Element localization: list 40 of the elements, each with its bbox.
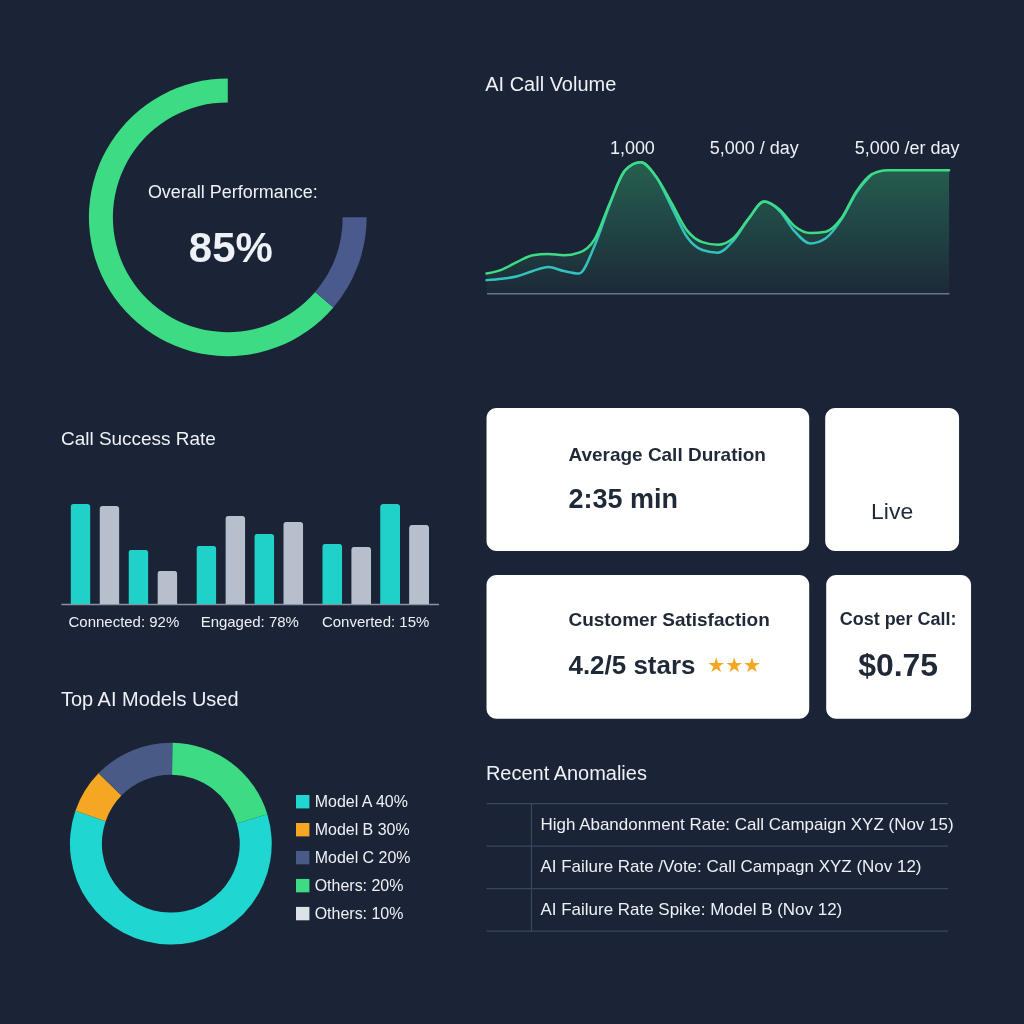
bar [254, 533, 275, 604]
text: Average Call Duration [568, 444, 766, 466]
bar [351, 546, 372, 604]
chart-title: AI Call Volume [485, 73, 617, 96]
x-tick-label: Engaged: 78% [200, 613, 299, 631]
bar [99, 506, 120, 604]
text: 2:35 min [568, 484, 678, 514]
text: $0.75 [858, 646, 939, 683]
bar [70, 504, 91, 604]
legend-label: Model A 40% [314, 792, 408, 810]
bar [283, 521, 304, 604]
bar [225, 516, 246, 604]
text: 1,000 [609, 138, 655, 159]
bar [409, 524, 430, 604]
text: Overall Performance: [147, 182, 318, 203]
text: High Abandonment Rate: Call Campaign XYZ (Nov 15) [540, 814, 954, 834]
bar [380, 504, 401, 604]
legend-label: Model C 20% [314, 848, 411, 866]
text: 5,000 /er day [854, 138, 960, 159]
chart-title: Top AI Models Used [60, 687, 239, 710]
text: Cost per Call: [839, 608, 957, 629]
text: 4.2/5 stars [568, 649, 696, 680]
bar [128, 549, 149, 604]
x-tick-label: Connected: 92% [68, 613, 180, 631]
text: AI Failure Rate Spike: Model B (Nov 12) [540, 899, 843, 919]
bar [157, 570, 178, 604]
text: Live [871, 497, 914, 524]
bar [322, 543, 343, 604]
chart-title: Call Success Rate [60, 428, 216, 450]
legend-label: Others: 20% [314, 876, 404, 894]
legend-label: Others: 10% [314, 904, 404, 922]
legend-label: Model B 30% [314, 820, 410, 838]
bar [196, 545, 217, 604]
text: Recent Anomalies [485, 762, 647, 785]
text: 5,000 / day [709, 138, 799, 159]
x-tick-label: Converted: 15% [321, 613, 430, 631]
text: ★★★ [707, 652, 762, 677]
data-label: 85% [188, 224, 273, 272]
text: Customer Satisfaction [568, 608, 770, 630]
text: AI Failure Rate /Vote: Call Campagn XYZ (Nov 12) [540, 857, 922, 877]
